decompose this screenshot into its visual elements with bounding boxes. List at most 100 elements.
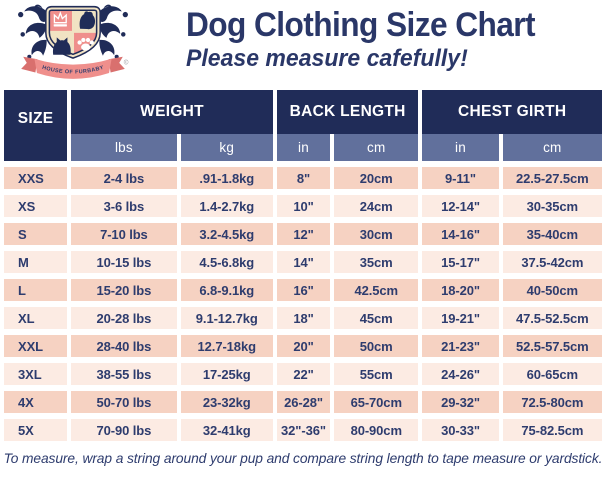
chest-girth-cm-cell: 72.5-80cm bbox=[502, 391, 602, 413]
weight-lbs-cell: 38-55 lbs bbox=[71, 363, 177, 385]
weight-kg-cell: 3.2-4.5kg bbox=[180, 223, 273, 245]
size-cell: 3XL bbox=[4, 363, 68, 385]
svg-text:HOUSE OF FURBABY: HOUSE OF FURBABY bbox=[41, 65, 104, 76]
size-cell: 5X bbox=[4, 419, 68, 441]
back-length-cm-cell: 55cm bbox=[334, 363, 419, 385]
chest-girth-cm-cell: 30-35cm bbox=[502, 195, 602, 217]
table-row: M 10-15 lbs 4.5-6.8kg 14" 35cm 15-17" 37… bbox=[4, 251, 602, 273]
chest-girth-in-cell: 18-20" bbox=[422, 279, 499, 301]
back-length-cm-cell: 24cm bbox=[334, 195, 419, 217]
size-cell: M bbox=[4, 251, 68, 273]
measuring-instruction-note: To measure, wrap a string around your pu… bbox=[3, 451, 603, 466]
weight-kg-cell: 12.7-18kg bbox=[180, 335, 273, 357]
col-header-weight: WEIGHT bbox=[71, 90, 273, 134]
table-row: 4X 50-70 lbs 23-32kg 26-28" 65-70cm 29-3… bbox=[4, 391, 602, 413]
table-row: 3XL 38-55 lbs 17-25kg 22" 55cm 24-26" 60… bbox=[4, 363, 602, 385]
size-chart-table: SIZE WEIGHT BACK LENGTH CHEST GIRTH lbs … bbox=[4, 90, 602, 441]
chest-girth-in-cell: 29-32" bbox=[422, 391, 499, 413]
back-length-cm-cell: 80-90cm bbox=[334, 419, 419, 441]
weight-lbs-cell: 50-70 lbs bbox=[71, 391, 177, 413]
weight-lbs-cell: 3-6 lbs bbox=[71, 195, 177, 217]
chest-girth-cm-cell: 35-40cm bbox=[502, 223, 602, 245]
weight-kg-cell: 1.4-2.7kg bbox=[180, 195, 273, 217]
size-cell: XXL bbox=[4, 335, 68, 357]
back-length-in-cell: 26-28" bbox=[276, 391, 331, 413]
title-block: Dog Clothing Size Chart Please measure c… bbox=[186, 6, 561, 73]
back-length-in-cell: 18" bbox=[276, 307, 331, 329]
back-length-in-cell: 14" bbox=[276, 251, 331, 273]
size-cell: 4X bbox=[4, 391, 68, 413]
size-cell: S bbox=[4, 223, 68, 245]
weight-lbs-cell: 10-15 lbs bbox=[71, 251, 177, 273]
brand-crest-logo: HOUSE OF FURBABY © bbox=[18, 4, 129, 79]
page-header: HOUSE OF FURBABY © Dog Clothing Size Cha… bbox=[0, 0, 606, 90]
logo-ribbon-text: HOUSE OF FURBABY bbox=[41, 65, 104, 76]
table-row: XXL 28-40 lbs 12.7-18kg 20" 50cm 21-23" … bbox=[4, 335, 602, 357]
chest-girth-cm-cell: 52.5-57.5cm bbox=[502, 335, 602, 357]
back-length-cm-cell: 50cm bbox=[334, 335, 419, 357]
table-row: S 7-10 lbs 3.2-4.5kg 12" 30cm 14-16" 35-… bbox=[4, 223, 602, 245]
subheader-chest-cm: cm bbox=[502, 134, 602, 161]
table-header: SIZE WEIGHT BACK LENGTH CHEST GIRTH lbs … bbox=[4, 90, 602, 161]
weight-kg-cell: 32-41kg bbox=[180, 419, 273, 441]
back-length-cm-cell: 35cm bbox=[334, 251, 419, 273]
chest-girth-in-cell: 12-14" bbox=[422, 195, 499, 217]
subheader-chest-in: in bbox=[422, 134, 499, 161]
chest-girth-cm-cell: 37.5-42cm bbox=[502, 251, 602, 273]
col-header-chest-girth: CHEST GIRTH bbox=[422, 90, 602, 134]
weight-lbs-cell: 7-10 lbs bbox=[71, 223, 177, 245]
weight-lbs-cell: 20-28 lbs bbox=[71, 307, 177, 329]
weight-lbs-cell: 15-20 lbs bbox=[71, 279, 177, 301]
table-body: XXS 2-4 lbs .91-1.8kg 8" 20cm 9-11" 22.5… bbox=[4, 167, 602, 441]
ribbon-banner: HOUSE OF FURBABY bbox=[21, 56, 125, 79]
chest-girth-in-cell: 19-21" bbox=[422, 307, 499, 329]
copyright-mark: © bbox=[124, 58, 129, 66]
subheader-weight-lbs: lbs bbox=[71, 134, 177, 161]
back-length-in-cell: 22" bbox=[276, 363, 331, 385]
size-cell: L bbox=[4, 279, 68, 301]
chest-girth-cm-cell: 22.5-27.5cm bbox=[502, 167, 602, 189]
back-length-cm-cell: 42.5cm bbox=[334, 279, 419, 301]
weight-lbs-cell: 70-90 lbs bbox=[71, 419, 177, 441]
crown-icon bbox=[53, 11, 67, 27]
weight-kg-cell: 6.8-9.1kg bbox=[180, 279, 273, 301]
size-cell: XXS bbox=[4, 167, 68, 189]
paw-icon bbox=[77, 37, 94, 51]
chest-girth-in-cell: 9-11" bbox=[422, 167, 499, 189]
back-length-in-cell: 12" bbox=[276, 223, 331, 245]
table-row: XXS 2-4 lbs .91-1.8kg 8" 20cm 9-11" 22.5… bbox=[4, 167, 602, 189]
chest-girth-in-cell: 30-33" bbox=[422, 419, 499, 441]
chest-girth-cm-cell: 75-82.5cm bbox=[502, 419, 602, 441]
subheader-back-cm: cm bbox=[334, 134, 419, 161]
back-length-in-cell: 8" bbox=[276, 167, 331, 189]
chest-girth-cm-cell: 47.5-52.5cm bbox=[502, 307, 602, 329]
weight-kg-cell: 9.1-12.7kg bbox=[180, 307, 273, 329]
back-length-in-cell: 32"-36" bbox=[276, 419, 331, 441]
col-header-size: SIZE bbox=[4, 90, 68, 161]
table-row: XL 20-28 lbs 9.1-12.7kg 18" 45cm 19-21" … bbox=[4, 307, 602, 329]
back-length-cm-cell: 30cm bbox=[334, 223, 419, 245]
table-row: XS 3-6 lbs 1.4-2.7kg 10" 24cm 12-14" 30-… bbox=[4, 195, 602, 217]
chest-girth-cm-cell: 40-50cm bbox=[502, 279, 602, 301]
table-row: L 15-20 lbs 6.8-9.1kg 16" 42.5cm 18-20" … bbox=[4, 279, 602, 301]
back-length-cm-cell: 45cm bbox=[334, 307, 419, 329]
weight-lbs-cell: 28-40 lbs bbox=[71, 335, 177, 357]
size-cell: XS bbox=[4, 195, 68, 217]
back-length-in-cell: 20" bbox=[276, 335, 331, 357]
chest-girth-in-cell: 24-26" bbox=[422, 363, 499, 385]
chest-girth-in-cell: 14-16" bbox=[422, 223, 499, 245]
back-length-cm-cell: 20cm bbox=[334, 167, 419, 189]
chest-girth-cm-cell: 60-65cm bbox=[502, 363, 602, 385]
subheader-back-in: in bbox=[276, 134, 331, 161]
page-subtitle: Please measure cafefully! bbox=[186, 45, 468, 73]
chest-girth-in-cell: 21-23" bbox=[422, 335, 499, 357]
col-header-back-length: BACK LENGTH bbox=[276, 90, 419, 134]
cat-icon bbox=[52, 37, 71, 55]
back-length-in-cell: 10" bbox=[276, 195, 331, 217]
back-length-in-cell: 16" bbox=[276, 279, 331, 301]
size-cell: XL bbox=[4, 307, 68, 329]
dog-icon bbox=[79, 11, 96, 30]
weight-kg-cell: .91-1.8kg bbox=[180, 167, 273, 189]
page-title: Dog Clothing Size Chart bbox=[186, 6, 536, 44]
